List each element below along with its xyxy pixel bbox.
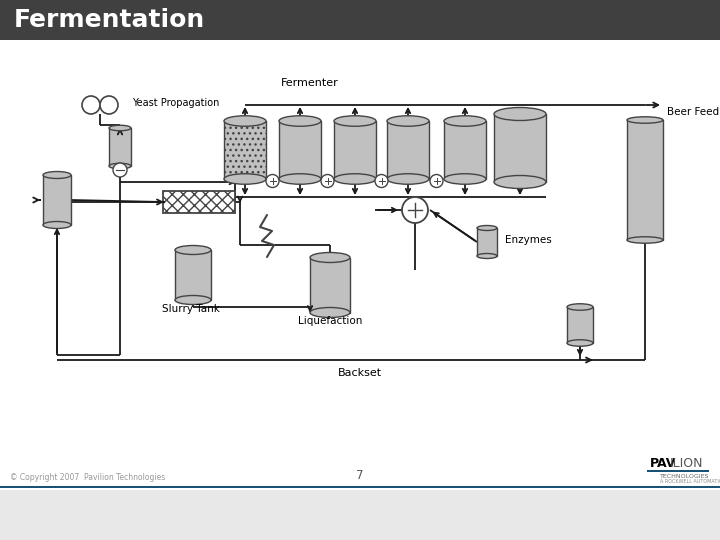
Bar [334,121,376,179]
Ellipse shape [375,174,388,187]
Text: Fermentation: Fermentation [14,8,205,32]
Ellipse shape [567,340,593,346]
Text: Slurry Tank: Slurry Tank [162,304,220,314]
Ellipse shape [279,116,321,126]
Ellipse shape [477,226,497,231]
Text: 7: 7 [356,469,364,482]
Text: TECHNOLOGIES: TECHNOLOGIES [660,474,709,479]
Bar [279,121,321,179]
Text: © Copyright 2007  Pavilion Technologies: © Copyright 2007 Pavilion Technologies [10,473,166,482]
Ellipse shape [567,303,593,310]
Bar [175,250,211,300]
Ellipse shape [43,172,71,179]
Ellipse shape [321,174,334,187]
Ellipse shape [387,116,429,126]
Bar [0,485,720,488]
Text: Liquefaction: Liquefaction [298,316,362,326]
Ellipse shape [494,107,546,120]
Ellipse shape [224,116,266,126]
Bar [224,121,266,179]
Ellipse shape [109,163,131,168]
Ellipse shape [113,163,127,177]
Bar [0,40,720,490]
Ellipse shape [109,125,131,131]
Ellipse shape [100,96,118,114]
Ellipse shape [175,246,211,254]
Ellipse shape [627,117,663,123]
Text: Yeast Propagation: Yeast Propagation [132,98,220,108]
Bar [477,228,497,256]
Ellipse shape [627,237,663,243]
Text: Backset: Backset [338,368,382,378]
Ellipse shape [266,174,279,187]
Ellipse shape [387,174,429,184]
Ellipse shape [402,197,428,223]
Bar [627,120,663,240]
Bar [109,128,131,166]
Ellipse shape [477,253,497,259]
Text: Fermenter: Fermenter [281,78,339,88]
Bar [43,175,71,225]
Ellipse shape [82,96,100,114]
Ellipse shape [279,174,321,184]
Bar [647,470,709,472]
Bar [310,258,350,313]
Text: ILION: ILION [670,457,703,470]
Ellipse shape [310,253,350,262]
Ellipse shape [444,116,486,126]
Text: Enzymes: Enzymes [505,235,552,245]
Ellipse shape [334,116,376,126]
Text: PAV: PAV [650,457,676,470]
Ellipse shape [224,174,266,184]
Bar [387,121,429,179]
Ellipse shape [444,174,486,184]
Ellipse shape [175,295,211,305]
Bar [567,307,593,343]
Text: A ROCKWELL AUTOMATION COMPANY: A ROCKWELL AUTOMATION COMPANY [660,479,720,484]
Ellipse shape [43,221,71,228]
Bar [163,191,235,213]
Bar [494,114,546,182]
Ellipse shape [430,174,443,187]
Text: Beer Feed: Beer Feed [667,107,719,117]
Bar [444,121,486,179]
Ellipse shape [310,307,350,318]
Ellipse shape [494,176,546,188]
Ellipse shape [334,174,376,184]
Bar [0,0,720,40]
